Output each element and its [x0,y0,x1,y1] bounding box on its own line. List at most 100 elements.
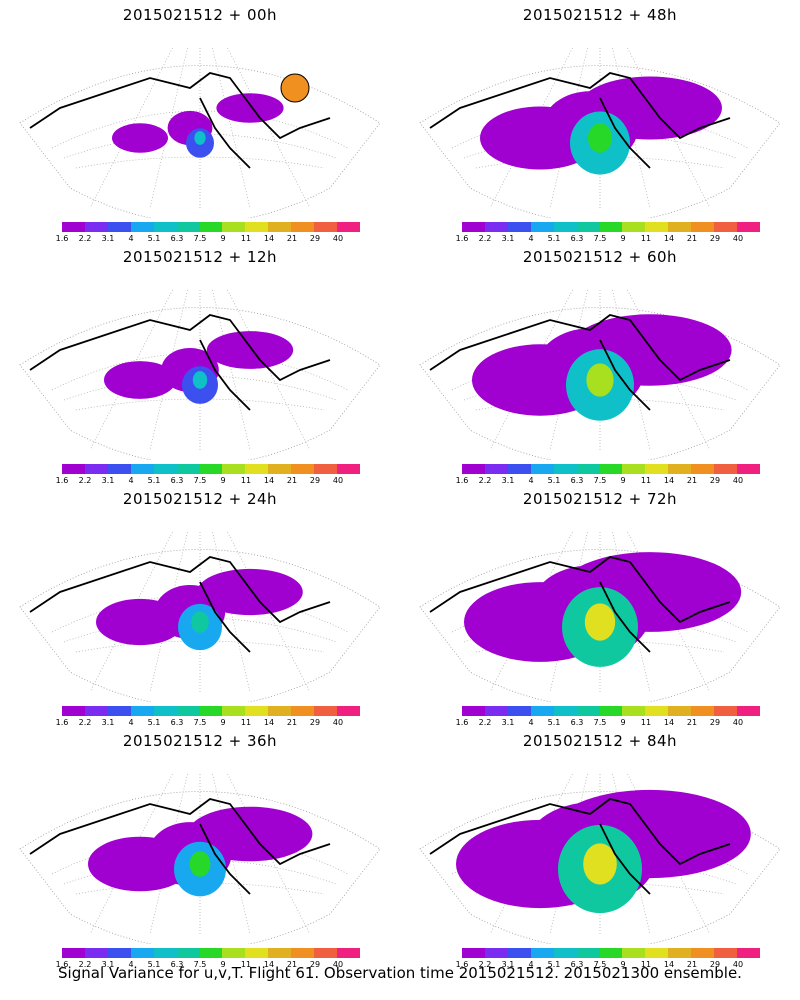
panel-title: 2015021512 + 48h [522,6,678,24]
colorbar-swatch [599,706,623,716]
colorbar-tick-label: 2.2 [78,234,92,243]
variance-region [96,598,184,646]
colorbar-tick-label: 7.5 [593,960,607,969]
colorbar-swatch [507,948,531,958]
panel-title: 2015021512 + 84h [522,732,678,750]
colorbar-swatch [153,948,177,958]
colorbar-swatch [645,706,669,716]
colorbar-swatch [622,706,646,716]
colorbar [462,706,760,716]
variance-region [189,851,211,877]
colorbar-tick-label: 6.3 [570,960,584,969]
colorbar-tick-label: 2.2 [478,960,492,969]
colorbar-swatch [153,222,177,232]
colorbar-tick-label: 6.3 [170,960,184,969]
colorbar-tick-label: 5.1 [147,960,161,969]
colorbar-tick-label: 3.1 [501,476,515,485]
colorbar-swatch [714,948,738,958]
colorbar-swatch [337,464,360,474]
colorbar-tick-label: 11 [640,476,652,485]
colorbar-swatch [507,706,531,716]
colorbar-tick-label: 29 [309,718,321,727]
colorbar-tick-label: 6.3 [570,476,584,485]
colorbar-tick-label: 14 [263,718,275,727]
colorbar-tick-label: 40 [732,718,744,727]
variance-region [583,843,617,885]
colorbar-tick-label: 11 [240,718,252,727]
colorbar-swatch [130,464,154,474]
colorbar-tick-label: 29 [309,234,321,243]
colorbar [62,948,360,958]
colorbar-swatch [337,948,360,958]
colorbar [62,706,360,716]
colorbar-ticks: 1.6 2.2 3.1 4 5.1 6.3 7.5 9 11 14 21 29 40 [54,476,374,488]
colorbar-tick-label: 1.6 [455,476,469,485]
colorbar-swatch [314,464,338,474]
forecast-panel: 2015021512 + 72h 1.6 2.2 3.1 4 5.1 6.3 7.5 9 11 14… [400,484,800,727]
forecast-panel: 2015021512 + 24h 1.6 2.2 3.1 4 5.1 6.3 7.5 9 11 14… [0,484,400,727]
colorbar-swatch [691,222,715,232]
polar-map [419,773,781,944]
colorbar-tick-label: 14 [263,476,275,485]
colorbar-tick-label: 3.1 [501,718,515,727]
forecast-panel: 2015021512 + 48h 1.6 2.2 3.1 4 5.1 6.3 7.5 9 11 14… [400,0,800,243]
colorbar-swatch [314,706,338,716]
colorbar-tick-label: 2.2 [478,476,492,485]
colorbar [462,222,760,232]
polar-map [419,47,781,218]
colorbar-tick-label: 4 [528,476,534,485]
colorbar-tick-label: 6.3 [170,234,184,243]
panel-title: 2015021512 + 24h [122,490,278,508]
colorbar-tick-label: 11 [240,476,252,485]
colorbar-swatch [645,222,669,232]
colorbar-swatch [84,222,108,232]
colorbar-swatch [199,706,223,716]
colorbar [62,464,360,474]
colorbar-swatch [84,706,108,716]
colorbar-swatch [668,948,692,958]
colorbar-swatch [714,222,738,232]
colorbar [462,948,760,958]
colorbar-tick-label: 6.3 [170,476,184,485]
colorbar-tick-label: 9 [620,476,626,485]
colorbar-swatch [222,706,246,716]
colorbar-swatch [553,706,577,716]
colorbar-swatch [599,222,623,232]
panel-title: 2015021512 + 12h [122,248,278,266]
colorbar-tick-label: 11 [240,234,252,243]
colorbar-tick-label: 4 [528,234,534,243]
colorbar-swatch [107,464,131,474]
colorbar-swatch [245,464,269,474]
coastline [429,72,731,169]
colorbar-tick-label: 9 [620,960,626,969]
colorbar-tick-label: 6.3 [170,718,184,727]
colorbar-ticks: 1.6 2.2 3.1 4 5.1 6.3 7.5 9 11 14 21 29 40 [54,718,374,730]
colorbar-tick-label: 7.5 [593,476,607,485]
colorbar-swatch [291,948,315,958]
colorbar-tick-label: 40 [732,960,744,969]
colorbar-swatch [462,706,485,716]
colorbar-tick-label: 21 [686,960,698,969]
coastline [429,556,731,653]
colorbar-swatch [507,464,531,474]
colorbar-tick-label: 29 [709,718,721,727]
colorbar-swatch [553,948,577,958]
colorbar-ticks: 1.6 2.2 3.1 4 5.1 6.3 7.5 9 11 14 21 29 40 [454,476,774,488]
panel-title: 2015021512 + 60h [522,248,678,266]
colorbar-tick-label: 2.2 [478,234,492,243]
polar-map [19,531,381,702]
colorbar-swatch [553,222,577,232]
colorbar-swatch [176,464,200,474]
colorbar-swatch [62,948,85,958]
colorbar-tick-label: 29 [309,476,321,485]
colorbar-tick-label: 14 [263,234,275,243]
colorbar-swatch [199,222,223,232]
colorbar-swatch [622,222,646,232]
colorbar-swatch [268,464,292,474]
colorbar-swatch [530,948,554,958]
colorbar-swatch [737,222,760,232]
colorbar-swatch [530,222,554,232]
variance-region [104,361,176,399]
colorbar-swatch [484,948,508,958]
colorbar-swatch [268,948,292,958]
